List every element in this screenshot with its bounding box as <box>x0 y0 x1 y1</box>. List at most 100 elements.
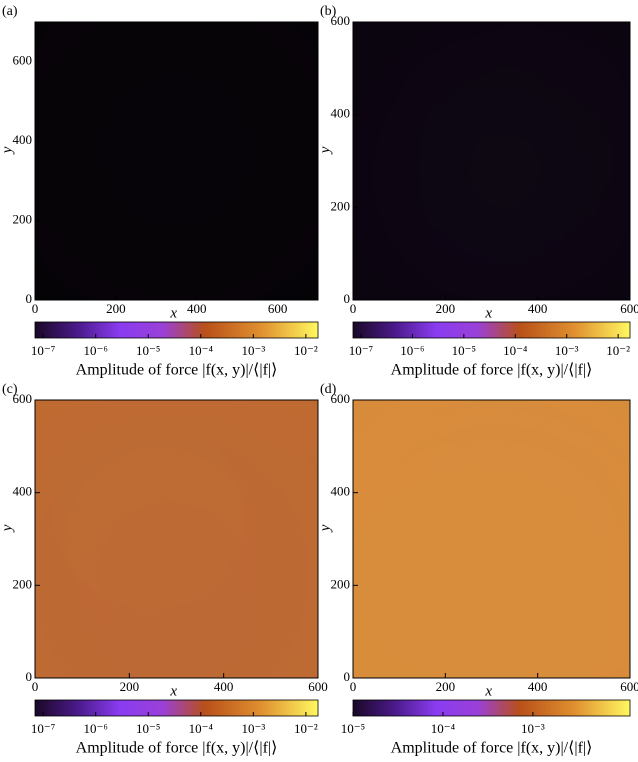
heatmap-blob <box>461 425 550 514</box>
colorbar-label: Amplitude of force |f(x, y)|/⟨|f|⟩ <box>76 362 278 379</box>
colorbar-tick-label: 10⁻³ <box>521 721 545 736</box>
colorbar-label: Amplitude of force |f(x, y)|/⟨|f|⟩ <box>391 740 593 757</box>
x-tick-label: 600 <box>268 301 288 316</box>
plot-frame <box>34 21 319 301</box>
heatmap-blob <box>139 194 170 225</box>
heatmap-blob <box>353 161 381 217</box>
heatmap-blob <box>142 28 164 50</box>
colorbar-tick-label: 10⁻³ <box>241 721 265 736</box>
x-tick-label: 600 <box>308 679 328 694</box>
colorbar-tick-label: 10⁻⁷ <box>31 721 55 736</box>
y-axis-label: y <box>317 524 333 533</box>
x-tick-label: 600 <box>620 679 638 694</box>
x-tick-label: 400 <box>187 301 207 316</box>
x-tick-label: 0 <box>350 679 357 694</box>
y-axis-label: y <box>317 146 333 155</box>
colorbar-tick-label: 10⁻⁵ <box>452 343 476 358</box>
heatmap-blob <box>225 193 254 221</box>
heatmap-blob <box>168 129 190 150</box>
colorbar <box>34 321 319 339</box>
colorbar-tick-label: 10⁻⁶ <box>83 721 107 736</box>
y-tick-label: 200 <box>331 576 351 591</box>
heatmap-blob <box>150 248 179 276</box>
heatmap-blob <box>241 547 282 587</box>
heatmap-blob <box>137 147 163 173</box>
heatmap-blob <box>60 147 87 174</box>
heatmap <box>35 22 318 300</box>
y-tick-label: 0 <box>26 291 33 306</box>
colorbar-tick-label: 10⁻⁵ <box>136 343 160 358</box>
heatmap-blob <box>69 193 95 219</box>
heatmap-blob <box>174 182 196 203</box>
heatmap-blob <box>449 244 561 300</box>
x-tick-label: 200 <box>436 301 456 316</box>
y-tick-label: 600 <box>331 391 351 406</box>
colorbar-tick-label: 10⁻⁵ <box>136 721 160 736</box>
y-axis-label: y <box>0 146 15 155</box>
plot-frame <box>352 399 631 679</box>
y-axis-label: y <box>0 524 15 533</box>
heatmap-blob <box>267 37 299 69</box>
x-tick-label: 200 <box>120 679 140 694</box>
y-tick-label: 600 <box>331 13 351 28</box>
heatmap-blob <box>44 71 78 104</box>
panel-label: (c) <box>2 382 18 397</box>
heatmap-texture <box>35 22 318 300</box>
colorbar <box>352 321 631 339</box>
x-tick-label: 600 <box>620 301 638 316</box>
heatmap-blob <box>35 220 56 248</box>
heatmap-blob <box>230 591 318 678</box>
x-tick-label: 0 <box>350 301 357 316</box>
x-axis-label: x <box>169 683 177 699</box>
heatmap <box>35 400 318 678</box>
heatmap-blob <box>135 75 160 99</box>
heatmap-blob <box>166 221 190 244</box>
heatmap-blob <box>35 36 61 69</box>
heatmap-blob <box>235 127 267 159</box>
y-tick-label: 400 <box>331 484 351 499</box>
x-tick-label: 200 <box>436 679 456 694</box>
colorbar-tick-label: 10⁻⁵ <box>341 721 365 736</box>
x-tick-label: 400 <box>214 679 234 694</box>
heatmap-blob <box>268 240 303 274</box>
heatmap-blob <box>118 53 141 76</box>
heatmap-blob <box>353 249 431 300</box>
heatmap-blob <box>280 114 304 137</box>
y-tick-label: 600 <box>13 53 33 68</box>
panel: (c) 0 200 400 600 0 200 400 600 x y 10⁻⁷ 10⁻⁶ 10⁻⁵ 10⁻… <box>0 382 328 756</box>
heatmap-blob <box>279 22 299 42</box>
y-tick-label: 200 <box>13 212 33 227</box>
heatmap-blob <box>430 38 509 117</box>
colorbar-tick-label: 10⁻⁷ <box>349 343 373 358</box>
heatmap-blob <box>91 447 177 531</box>
heatmap-blob <box>248 192 276 220</box>
colorbar-tick-label: 10⁻⁴ <box>189 343 214 358</box>
colorbar-label: Amplitude of force |f(x, y)|/⟨|f|⟩ <box>391 362 593 379</box>
heatmap-blob <box>477 566 617 678</box>
colorbar-tick-label: 10⁻² <box>606 343 630 358</box>
heatmap-blob <box>186 44 220 77</box>
plot-frame <box>352 21 631 301</box>
heatmap-blob <box>213 77 239 102</box>
plot-frame <box>34 399 319 679</box>
colorbar-tick-label: 10⁻⁴ <box>431 721 456 736</box>
colorbar-tick-label: 10⁻⁴ <box>189 721 214 736</box>
heatmap-blob <box>220 261 239 279</box>
heatmap-blob <box>85 110 118 142</box>
y-tick-label: 600 <box>13 391 33 406</box>
heatmap <box>353 400 630 678</box>
heatmap-blob <box>166 148 196 177</box>
heatmap-texture <box>35 413 318 678</box>
heatmap-blob <box>35 183 46 204</box>
x-tick-label: 0 <box>32 301 39 316</box>
heatmap-blob <box>294 48 318 81</box>
panel: (a) 0 200 400 600 0 200 400 600 x y 10⁻⁷ 10⁻⁶ 10⁻⁵ 10⁻… <box>0 4 319 379</box>
heatmap-blob <box>39 112 62 135</box>
colorbar-tick-label: 10⁻² <box>294 721 318 736</box>
heatmap-blob <box>37 199 63 225</box>
colorbar-tick-label: 10⁻² <box>294 343 318 358</box>
colorbar-tick-label: 10⁻⁴ <box>503 343 528 358</box>
heatmap-blob <box>54 641 84 670</box>
heatmap-blob <box>122 102 147 126</box>
